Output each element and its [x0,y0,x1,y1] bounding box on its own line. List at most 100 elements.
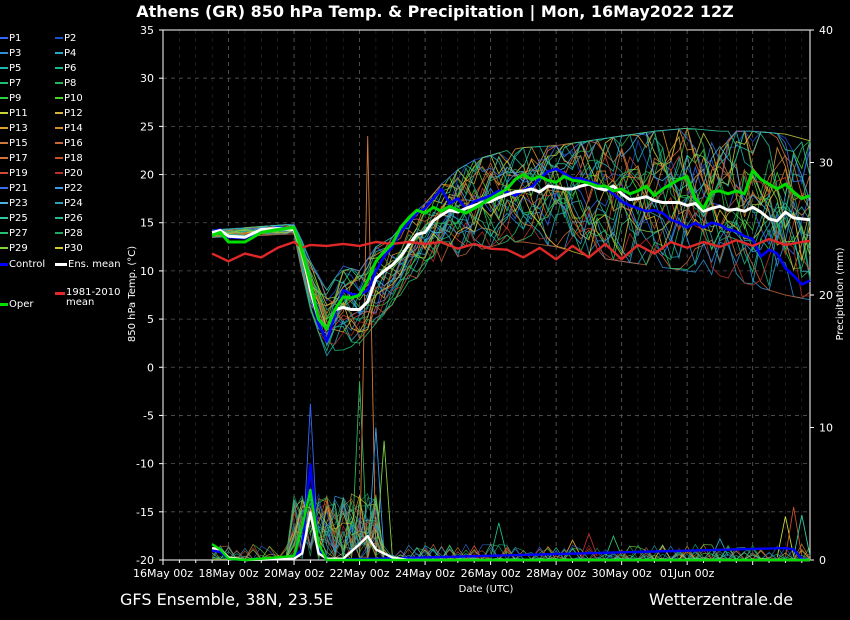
series-1981-2010-mean [211,237,811,263]
legend-label: 1981-2010 mean [66,287,121,308]
series-ens-mean [211,182,811,331]
y-tick-label: -10 [136,458,154,471]
legend-label: P4 [64,48,77,59]
member-line-p4 [212,195,811,357]
y-tick-label: 10 [140,265,154,278]
legend-label: P2 [64,33,77,44]
y-tick-label: 5 [147,313,154,326]
legend-swatch [0,82,8,84]
member-line-p20 [212,207,811,345]
legend-swatch [0,232,8,234]
legend-item-p4: P4 [55,48,76,59]
legend-item-p3: P3 [0,48,21,59]
legend-swatch [0,67,8,69]
footer-site-name: Wetterzentrale.de [649,590,794,609]
legend-item-p8: P8 [55,78,76,89]
y-tick-label: 25 [140,120,154,133]
legend-swatch [55,292,65,295]
legend-label: P5 [9,63,22,74]
legend-label: P17 [9,153,28,164]
legend-item-p13: P13 [0,123,28,134]
legend-swatch [0,112,8,114]
legend-swatch [55,142,63,144]
x-tick-label: 26May 00z [461,567,521,580]
legend-label: P20 [64,168,83,179]
legend-swatch [55,247,63,249]
legend-swatch [0,302,8,306]
legend-swatch [0,97,8,99]
legend-swatch [55,232,63,234]
y-tick-label: -5 [143,409,154,422]
y-tick-label-right: 40 [819,24,833,37]
member-line-p27 [212,197,811,353]
legend-swatch [0,52,8,54]
legend-item-p26: P26 [55,213,83,224]
y-tick-label-right: 30 [819,157,833,170]
y-tick-label: 30 [140,72,154,85]
legend-item-climate-mean: 1981-2010 mean [55,288,121,308]
legend-item-p5: P5 [0,63,21,74]
member-line-p26 [212,130,811,291]
legend-item-p21: P21 [0,183,28,194]
y-tick-label-right: 0 [819,554,826,567]
legend-swatch [55,157,63,159]
legend-item-p24: P24 [55,198,83,209]
member-line-p11 [211,127,811,306]
legend-label: P18 [64,153,83,164]
legend-label: Ens. mean [68,259,121,270]
legend-item-p2: P2 [55,33,76,44]
legend-swatch [55,52,63,54]
legend-item-p6: P6 [55,63,76,74]
legend-label: P26 [64,213,83,224]
legend-swatch [55,217,63,219]
temperature-series [211,167,811,562]
precip-spike [604,534,623,558]
legend-item-p11: P11 [0,108,28,119]
legend-label: P10 [64,93,83,104]
legend-swatch [55,172,63,174]
y-tick-label: -15 [136,506,154,519]
legend-item-p17: P17 [0,153,28,164]
x-tick-label: 24May 00z [395,567,455,580]
legend-label: P25 [9,213,28,224]
legend-item-p7: P7 [0,78,21,89]
legend-item-p20: P20 [55,168,83,179]
x-tick-label: 30May 00z [592,567,652,580]
legend-swatch [55,37,63,39]
legend-label: Control [9,259,46,270]
legend-label: P28 [64,228,83,239]
plot-frame [162,29,811,561]
legend-swatch [55,127,63,129]
legend-swatch [55,82,63,84]
legend-label: P15 [9,138,28,149]
member-line-p3 [212,211,811,347]
legend-item-p16: P16 [55,138,83,149]
y-tick-label-right: 20 [819,289,833,302]
legend-label: P8 [64,78,77,89]
legend-swatch [0,202,8,204]
legend-label: P30 [64,243,83,254]
legend-label: P16 [64,138,83,149]
x-tick-label: 01Jun 00z [660,567,715,580]
legend-item-p18: P18 [55,153,83,164]
y-tick-label: 0 [147,361,154,374]
precip-spike [350,381,369,558]
legend-swatch [55,112,63,114]
legend-label: P19 [9,168,28,179]
legend-label: P6 [64,63,77,74]
legend-swatch [0,187,8,189]
legend-label: P21 [9,183,28,194]
y-tick-label: 35 [140,24,154,37]
legend-swatch [0,262,8,266]
member-line-p9 [212,148,811,320]
axes: -20 -15 -10 -5 0 5 10 15 20 25 30 35 0 10 20 30 40 16May … [133,24,833,580]
legend-swatch [55,262,67,266]
x-tick-label: 18May 00z [199,567,259,580]
legend-swatch [0,217,8,219]
legend-label: P24 [64,198,83,209]
legend-swatch [55,202,63,204]
y-axis-label-right: Precipitation (mm) [835,247,846,340]
legend-swatch [55,187,63,189]
legend-label: P3 [9,48,22,59]
